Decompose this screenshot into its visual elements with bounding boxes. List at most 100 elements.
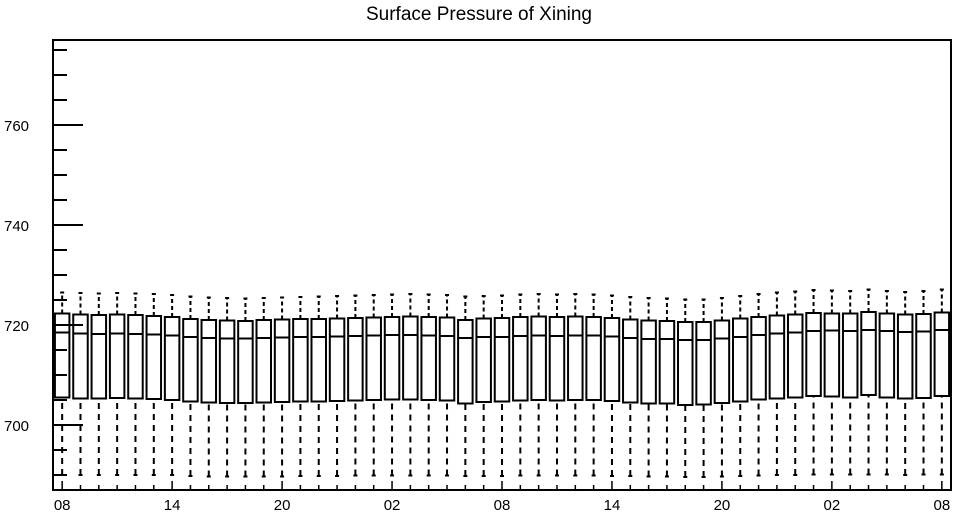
box-iqr — [90, 314, 108, 400]
box-iqr — [438, 316, 456, 402]
box-11 — [237, 297, 254, 478]
box-iqr — [731, 317, 749, 403]
plot-frame — [52, 39, 952, 491]
box-30 — [585, 293, 602, 477]
box-45 — [860, 288, 877, 476]
x-tick-label: 08 — [933, 497, 950, 514]
box-24 — [475, 295, 492, 477]
x-tick-label: 08 — [494, 497, 511, 514]
y-tick-label: 740 — [4, 218, 29, 235]
box-43 — [823, 289, 841, 476]
x-tick-label: 08 — [54, 497, 71, 514]
box-iqr — [72, 313, 89, 400]
box-iqr — [127, 314, 144, 400]
box-iqr — [768, 314, 786, 400]
axes-layer: 700 720 740 760 08 14 20 02 08 14 20 02 08 — [4, 49, 950, 514]
box-25 — [493, 294, 511, 477]
box-49 — [933, 288, 951, 476]
box-3 — [90, 292, 108, 476]
box-iqr — [402, 315, 419, 401]
y-tick-label: 760 — [4, 118, 29, 135]
x-tick-label: 02 — [384, 497, 401, 514]
box-27 — [530, 293, 547, 477]
box-iqr — [530, 315, 547, 401]
box-15 — [310, 295, 327, 477]
box-iqr — [933, 311, 951, 397]
box-iqr — [475, 317, 492, 403]
box-iqr — [273, 318, 291, 403]
x-tick-label: 02 — [824, 497, 841, 514]
box-41 — [786, 290, 804, 476]
box-iqr — [603, 317, 621, 402]
box-iqr — [658, 320, 676, 405]
box-iqr — [457, 319, 474, 405]
box-37 — [713, 297, 731, 478]
box-iqr — [805, 312, 822, 397]
box-iqr — [713, 319, 731, 404]
x-tick-label: 14 — [604, 497, 621, 514]
box-42 — [805, 289, 822, 476]
box-iqr — [677, 321, 694, 406]
box-5 — [127, 292, 144, 476]
box-21 — [420, 293, 437, 477]
box-iqr — [292, 318, 309, 403]
box-iqr — [310, 318, 327, 403]
box-47 — [896, 291, 914, 476]
box-36 — [695, 298, 712, 478]
box-iqr — [860, 311, 877, 396]
box-22 — [438, 294, 456, 477]
box-iqr — [255, 319, 273, 404]
x-tick-label: 20 — [274, 497, 291, 514]
box-iqr — [585, 316, 602, 401]
box-iqr — [548, 316, 566, 402]
box-iqr — [218, 319, 236, 404]
box-44 — [841, 290, 859, 476]
box-iqr — [493, 317, 511, 403]
box-33 — [640, 297, 657, 478]
box-1 — [53, 291, 71, 476]
box-2 — [72, 292, 89, 476]
box-32 — [622, 296, 639, 477]
box-iqr — [786, 313, 804, 399]
box-iqr — [328, 317, 346, 402]
box-iqr — [878, 312, 896, 399]
box-48 — [915, 290, 932, 476]
box-iqr — [145, 315, 163, 400]
box-iqr — [383, 316, 401, 401]
box-17 — [347, 294, 364, 477]
box-13 — [273, 296, 291, 478]
box-iqr — [567, 315, 584, 401]
box-iqr — [750, 316, 767, 401]
box-28 — [548, 293, 566, 477]
box-iqr — [512, 316, 529, 402]
box-iqr — [53, 312, 71, 399]
box-iqr — [622, 318, 639, 404]
box-19 — [383, 293, 401, 477]
box-4 — [108, 292, 126, 476]
box-40 — [768, 291, 786, 476]
box-14 — [292, 296, 309, 477]
box-31 — [603, 294, 621, 477]
box-10 — [218, 297, 236, 478]
box-iqr — [640, 319, 657, 405]
box-iqr — [108, 313, 126, 399]
boxes-layer — [53, 288, 951, 478]
box-iqr — [200, 319, 218, 404]
box-39 — [750, 293, 767, 477]
box-7 — [163, 294, 181, 476]
box-6 — [145, 293, 163, 476]
box-8 — [182, 295, 199, 477]
y-tick-label: 700 — [4, 418, 29, 435]
box-18 — [365, 294, 382, 477]
box-iqr — [237, 320, 254, 404]
box-9 — [200, 296, 218, 478]
box-iqr — [365, 316, 382, 401]
box-iqr — [695, 321, 712, 406]
x-tick-label: 20 — [714, 497, 731, 514]
box-iqr — [182, 318, 199, 403]
box-46 — [878, 290, 896, 476]
box-iqr — [896, 313, 914, 400]
box-20 — [402, 293, 419, 477]
box-12 — [255, 297, 273, 478]
